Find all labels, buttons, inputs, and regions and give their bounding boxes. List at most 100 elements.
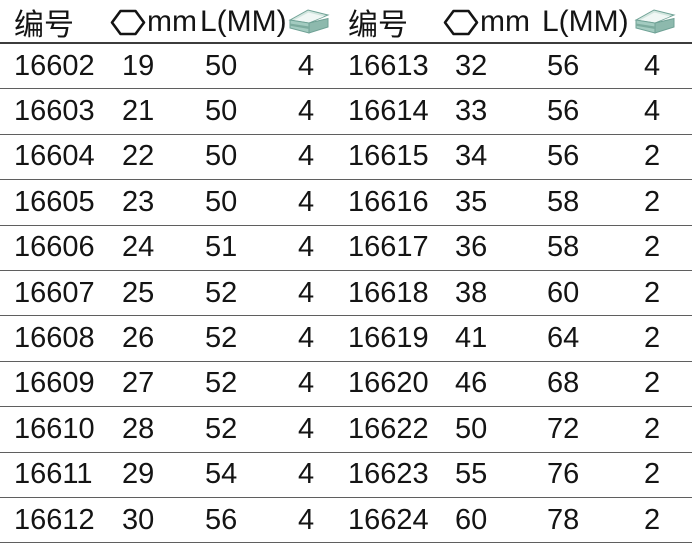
cell-qty-right: 2 [644,140,661,173]
cell-hex-mm-left: 28 [122,412,155,445]
cell-qty-right: 2 [644,503,661,536]
cell-hex-mm-right: 35 [455,185,488,218]
cell-id-right: 16622 [348,412,429,445]
cell-id-left: 16604 [14,140,95,173]
cell-qty-left: 4 [298,95,315,128]
cell-hex-mm-left: 21 [122,95,155,128]
table-row: 16602 19 50 4 16613 32 56 4 [0,44,692,90]
cell-length-left: 50 [205,95,238,128]
cell-qty-right: 2 [644,231,661,264]
cell-length-left: 50 [205,185,238,218]
cell-id-right: 16616 [348,185,429,218]
table-row: 16606 24 51 4 16617 36 58 2 [0,226,692,271]
cell-qty-left: 4 [298,140,315,173]
cell-qty-right: 4 [644,49,661,82]
hexagon-icon [443,9,479,35]
cell-id-right: 16620 [348,367,429,400]
cell-qty-right: 2 [644,322,661,355]
cell-length-right: 76 [547,458,580,491]
cell-hex-mm-right: 41 [455,322,488,355]
header-hex-right: mm [443,5,547,39]
cell-hex-mm-left: 23 [122,185,155,218]
cell-hex-mm-left: 27 [122,367,155,400]
cell-hex-mm-right: 60 [455,503,488,536]
cell-id-left: 16605 [14,185,95,218]
cell-id-left: 16612 [14,503,95,536]
cell-length-right: 56 [547,49,580,82]
cell-qty-left: 4 [298,49,315,82]
cell-qty-left: 4 [298,185,315,218]
header-id-right: 编号 [348,9,408,42]
cell-id-right: 16619 [348,322,429,355]
cell-length-right: 56 [547,95,580,128]
cell-hex-mm-right: 55 [455,458,488,491]
table-row: 16609 27 52 4 16620 46 68 2 [0,362,692,408]
cell-id-right: 16623 [348,458,429,491]
table-row: 16611 29 54 4 16623 55 76 2 [0,453,692,498]
cell-hex-mm-right: 46 [455,367,488,400]
cell-length-right: 60 [547,276,580,309]
cell-qty-right: 4 [644,95,661,128]
table-row: 16607 25 52 4 16618 38 60 2 [0,271,692,317]
table-row: 16603 21 50 4 16614 33 56 4 [0,89,692,135]
cell-id-left: 16609 [14,367,95,400]
cell-id-right: 16613 [348,49,429,82]
cell-qty-left: 4 [298,322,315,355]
cell-qty-right: 2 [644,185,661,218]
cell-length-right: 78 [547,503,580,536]
cell-hex-mm-left: 25 [122,276,155,309]
cell-id-right: 16615 [348,140,429,173]
box-icon [288,9,330,34]
hexagon-icon [110,9,146,35]
cell-length-left: 54 [205,458,238,491]
cell-hex-mm-right: 50 [455,412,488,445]
cell-qty-right: 2 [644,458,661,491]
table-row: 16604 22 50 4 16615 34 56 2 [0,135,692,181]
cell-id-left: 16610 [14,412,95,445]
cell-length-left: 52 [205,412,238,445]
cell-hex-mm-left: 19 [122,49,155,82]
cell-qty-right: 2 [644,367,661,400]
cell-length-right: 56 [547,140,580,173]
cell-length-right: 58 [547,231,580,264]
cell-qty-left: 4 [298,503,315,536]
cell-qty-left: 4 [298,367,315,400]
cell-hex-mm-right: 33 [455,95,488,128]
cell-length-left: 50 [205,49,238,82]
cell-hex-mm-right: 36 [455,231,488,264]
cell-qty-left: 4 [298,276,315,309]
cell-id-right: 16617 [348,231,429,264]
box-icon [634,9,676,34]
table-body: 16602 19 50 4 16613 32 56 4 16603 21 50 … [0,44,692,544]
header-id-left: 编号 [14,9,74,42]
cell-length-right: 72 [547,412,580,445]
cell-qty-left: 4 [298,458,315,491]
cell-length-left: 50 [205,140,238,173]
header-unit-label: mm [147,5,197,38]
header-length-right: L(MM) [542,5,629,38]
cell-id-left: 16602 [14,49,95,82]
table-row: 16612 30 56 4 16624 60 78 2 [0,498,692,544]
cell-id-right: 16618 [348,276,429,309]
cell-length-left: 52 [205,276,238,309]
cell-id-right: 16614 [348,95,429,128]
table-row: 16610 28 52 4 16622 50 72 2 [0,407,692,453]
cell-hex-mm-right: 32 [455,49,488,82]
table-row: 16608 26 52 4 16619 41 64 2 [0,316,692,362]
cell-hex-mm-left: 30 [122,503,155,536]
cell-length-left: 52 [205,322,238,355]
cell-qty-left: 4 [298,231,315,264]
cell-id-right: 16624 [348,503,429,536]
cell-qty-right: 2 [644,276,661,309]
cell-length-left: 56 [205,503,238,536]
cell-length-left: 51 [205,231,238,264]
cell-length-right: 68 [547,367,580,400]
cell-id-left: 16611 [14,458,93,491]
cell-id-left: 16606 [14,231,95,264]
cell-length-right: 58 [547,185,580,218]
cell-id-left: 16607 [14,276,95,309]
cell-qty-right: 2 [644,412,661,445]
cell-hex-mm-left: 22 [122,140,155,173]
header-unit-label: mm [480,5,530,38]
header-length-left: L(MM) [200,5,287,38]
